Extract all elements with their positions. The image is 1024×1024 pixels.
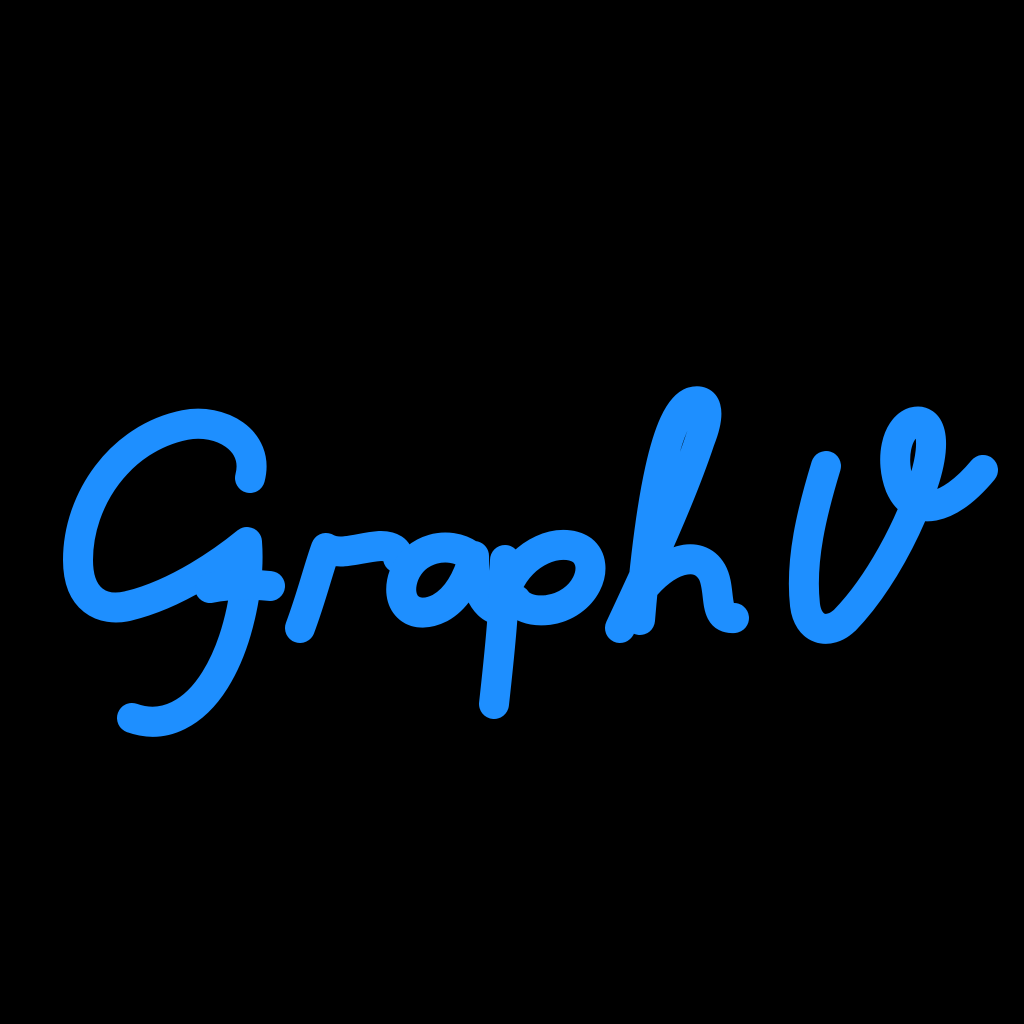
letter-v-stroke bbox=[804, 421, 983, 628]
logo-strokes bbox=[78, 401, 983, 721]
letter-p-stroke bbox=[494, 545, 590, 704]
letter-r-stroke bbox=[300, 546, 398, 628]
letter-g-crossbar bbox=[210, 585, 270, 588]
letter-h-stroke bbox=[620, 401, 734, 628]
letter-a-stroke bbox=[401, 548, 500, 613]
